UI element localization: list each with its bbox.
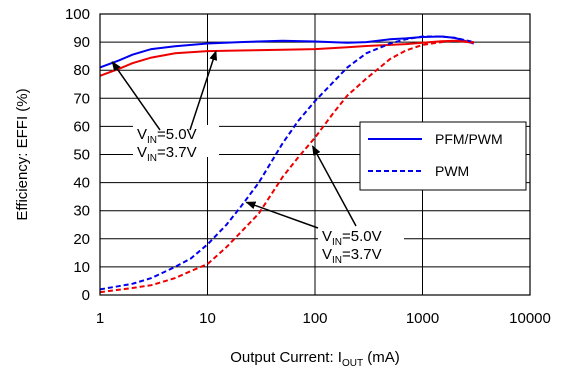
- y-axis-label: Efficiency: EFFI (%): [14, 88, 31, 220]
- y-tick-label: 30: [73, 203, 90, 220]
- annotation-arrow: [245, 201, 319, 229]
- legend-label: PWM: [435, 163, 469, 179]
- series-line-pfm-pwm-3.7v: [99, 39, 474, 77]
- x-tick-label: 10000: [509, 310, 551, 327]
- annotation-vin-label: VIN=3.7V: [322, 246, 382, 266]
- annotation-arrow: [189, 50, 217, 131]
- annotation-arrow: [111, 60, 161, 131]
- x-tick-label: 10: [199, 310, 216, 327]
- legend: PFM/PWM PWM: [359, 121, 527, 191]
- y-tick-label: 80: [73, 62, 90, 79]
- annotation-vin-label: VIN=5.0V: [137, 126, 197, 146]
- annotation-background: [318, 224, 404, 262]
- plot-frame: [99, 13, 531, 296]
- y-tick-label: 60: [73, 118, 90, 135]
- x-tick-label: 100: [302, 310, 327, 327]
- annotation-arrow: [311, 145, 357, 227]
- legend-box: [359, 121, 527, 191]
- annotation-vin-label: VIN=3.7V: [137, 144, 197, 164]
- x-axis-label: Output Current: IOUT (mA): [230, 349, 400, 369]
- series-line-pwm-5.0v: [99, 35, 475, 291]
- x-tick-label: 1: [96, 310, 104, 327]
- x-tick-label: 1000: [406, 310, 439, 327]
- y-tick-label: 40: [73, 175, 90, 192]
- y-tick-label: 10: [73, 259, 90, 276]
- series-lines: [99, 35, 475, 294]
- series-line-pwm-3.7v: [99, 39, 474, 294]
- y-tick-label: 90: [73, 34, 90, 51]
- y-tick-label: 20: [73, 231, 90, 248]
- y-tick-label: 100: [65, 6, 90, 23]
- y-tick-label: 0: [82, 287, 90, 304]
- annotation-background: [133, 125, 219, 157]
- legend-label: PFM/PWM: [435, 131, 503, 147]
- y-tick-label: 50: [73, 147, 90, 164]
- series-line-pfm-pwm-5.0v: [99, 35, 475, 69]
- annotation-vin-label: VIN=5.0V: [322, 228, 382, 248]
- tick-labels: 1 10 100 1000 10000 0 10 20 30 40 50 60 70 80 90 100: [65, 6, 551, 327]
- y-tick-label: 70: [73, 90, 90, 107]
- axis-labels: Output Current: IOUT (mA) Efficiency: EFF…: [14, 88, 400, 369]
